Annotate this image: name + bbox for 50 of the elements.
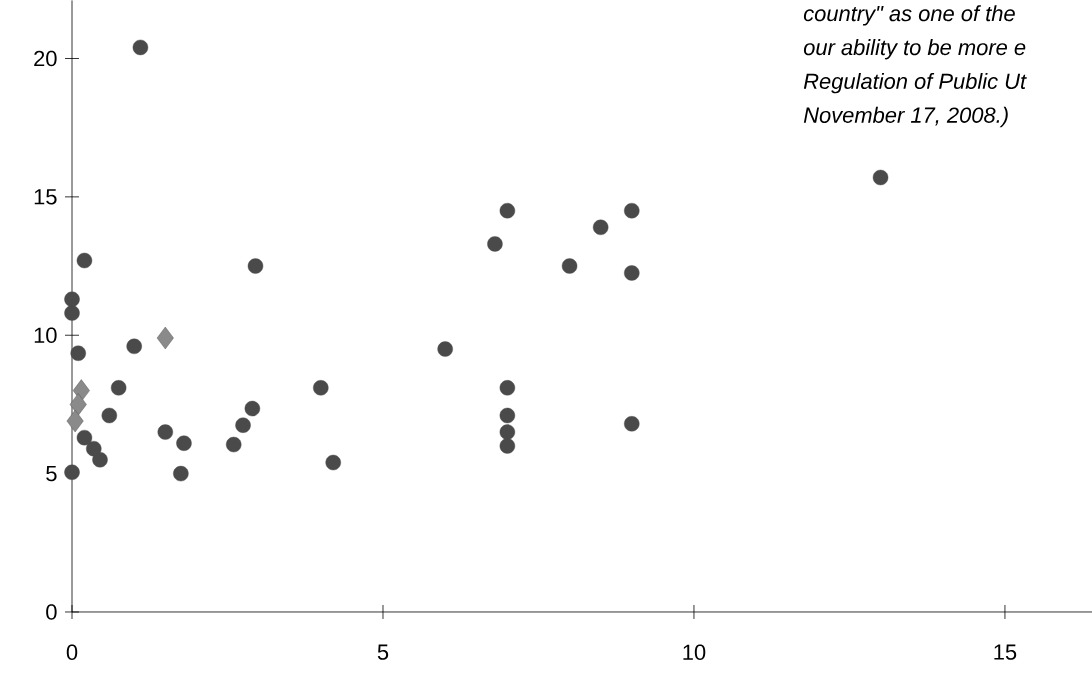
point <box>235 417 251 433</box>
y-tick-label: 0 <box>46 604 57 620</box>
point <box>64 464 80 480</box>
point <box>624 203 640 219</box>
annotation: country" as one of the <box>803 5 1015 26</box>
point <box>499 203 516 219</box>
x-tick-label: 15 <box>994 644 1017 660</box>
point <box>244 400 261 417</box>
point <box>156 326 174 350</box>
point <box>561 258 578 274</box>
annotation: November 17, 2008.) <box>803 106 1008 128</box>
y-tick-label: 5 <box>46 465 57 482</box>
point <box>499 407 516 424</box>
x-tick-label: 5 <box>377 644 389 660</box>
point <box>499 438 516 454</box>
y-tick-label: 15 <box>34 189 57 205</box>
point <box>86 441 102 457</box>
y-tick-label: 10 <box>34 327 57 343</box>
point <box>157 424 173 440</box>
point <box>226 436 242 453</box>
point <box>325 454 341 471</box>
point <box>872 169 889 186</box>
point <box>64 291 80 307</box>
x-tick-label: 0 <box>66 644 78 661</box>
point <box>499 380 516 396</box>
point <box>176 435 192 451</box>
annotation: our ability to be more e <box>803 39 1026 60</box>
point <box>70 345 86 361</box>
point <box>247 258 264 274</box>
point <box>126 338 142 355</box>
y-tick-label: 20 <box>34 50 57 67</box>
point <box>110 380 127 396</box>
x-tick-label: 10 <box>683 644 706 661</box>
point <box>76 429 93 446</box>
point <box>592 219 609 236</box>
point <box>64 305 80 321</box>
point <box>624 265 640 281</box>
annotation: Regulation of Public Ut <box>803 72 1027 94</box>
point <box>101 407 118 424</box>
point <box>499 424 516 440</box>
point <box>487 236 503 252</box>
point <box>69 393 87 416</box>
point <box>624 416 640 432</box>
point <box>92 452 108 468</box>
point <box>76 252 93 269</box>
point <box>173 465 189 482</box>
point <box>313 380 329 396</box>
point <box>66 409 84 433</box>
point <box>437 341 453 357</box>
point <box>132 39 149 56</box>
